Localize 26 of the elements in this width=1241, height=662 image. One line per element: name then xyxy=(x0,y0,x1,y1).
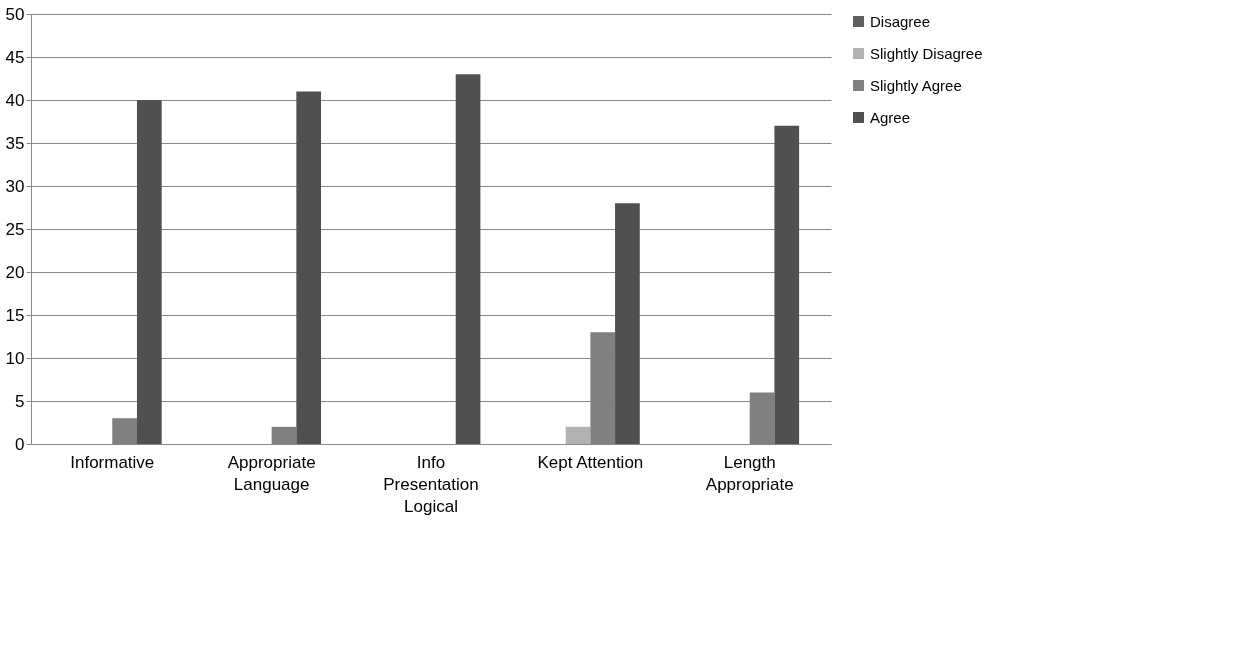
x-tick-label: Informative xyxy=(70,452,155,472)
legend-label: Agree xyxy=(870,108,911,126)
y-tick-label: 10 xyxy=(5,348,25,368)
x-tick-label: Info Presentation Logical xyxy=(383,452,479,516)
y-tick-label: 30 xyxy=(5,176,25,196)
bar xyxy=(565,426,591,444)
x-tick-label: Length Appropriate xyxy=(705,452,794,494)
y-tick-label: 50 xyxy=(5,4,25,24)
bar xyxy=(615,203,640,444)
legend-label: Slightly Agree xyxy=(870,76,962,94)
y-tick-label: 35 xyxy=(5,133,25,153)
bar xyxy=(455,74,481,444)
x-tick-label: Kept Attention xyxy=(537,452,644,472)
legend-label: Slightly Disagree xyxy=(870,44,983,62)
y-tick-label: 5 xyxy=(15,391,25,411)
legend-label: Disagree xyxy=(870,12,931,30)
y-tick-label: 45 xyxy=(5,47,25,67)
x-tick-label: Appropriate Language xyxy=(227,452,316,494)
bar xyxy=(136,100,162,444)
y-tick-label: 25 xyxy=(5,219,25,239)
bar xyxy=(774,125,800,444)
bar xyxy=(296,91,322,444)
y-tick-label: 15 xyxy=(5,305,25,325)
y-tick-label: 40 xyxy=(5,90,25,110)
y-tick-label: 20 xyxy=(5,262,25,282)
y-tick-label: 0 xyxy=(15,434,25,454)
